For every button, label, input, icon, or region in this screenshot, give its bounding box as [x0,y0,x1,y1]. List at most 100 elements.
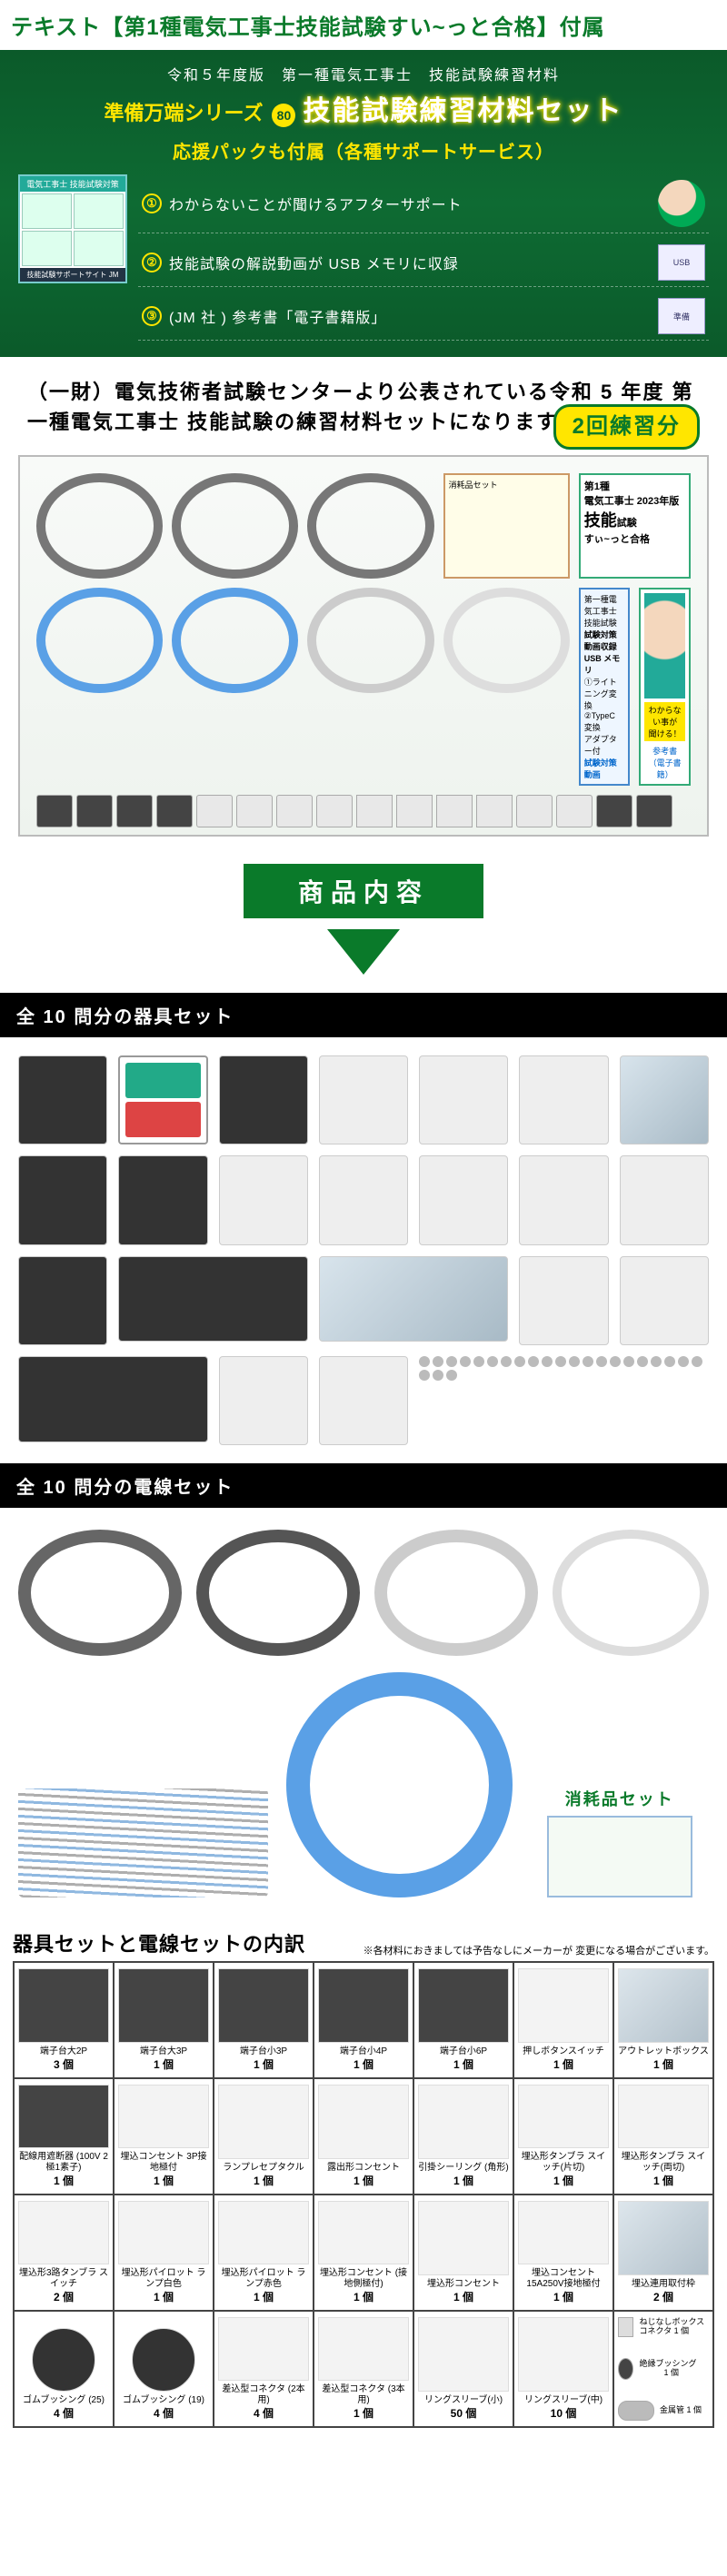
inventory-item-image [218,2201,309,2264]
inventory-item-image [318,1968,409,2043]
inventory-item-qty: 1 個 [54,2173,74,2188]
cable-coil-icon [286,1672,512,1897]
inventory-cell: 配線用遮断器 (100V 2極1素子)1 個 [15,2079,115,2195]
inventory-cell: 埋込形パイロット ランプ赤色1 個 [214,2195,314,2312]
inventory-item-image [32,2328,95,2392]
outlet-icon [219,1356,308,1445]
inventory-cell: 端子台大3P1 個 [115,1963,214,2079]
inventory-item-image [118,2085,209,2148]
inventory-row: 埋込形3路タンブラ スイッチ2 個埋込形パイロット ランプ白色1 個埋込形パイロ… [15,2195,714,2312]
stack-item-icon [618,2317,633,2337]
inventory-item-image [518,2201,609,2264]
inventory-item-image [18,2085,109,2148]
component-icon [620,1155,709,1244]
inventory-item-qty: 1 個 [553,2056,573,2072]
consumables-label: 消耗品セット [565,1787,674,1810]
inventory-item-name: 埋込連用取付枠 [632,2279,695,2290]
arrow-down-icon [327,929,400,975]
inventory-cell: 埋込形パイロット ランプ白色1 個 [115,2195,214,2312]
inventory-item-image [218,2085,309,2159]
inventory-item-image [18,1968,109,2043]
inventory-item-image [132,2328,195,2392]
component-icon [419,1155,508,1244]
cable-coil-icon [443,588,570,693]
inventory-item-name: ランプレセプタクル [223,2163,304,2174]
inventory-section: 器具セットと電線セットの内訳 ※各材料におきましては予告なしにメーカーが 変更に… [0,1919,727,2446]
inventory-item-name: 埋込形パイロット ランプ赤色 [218,2268,309,2289]
inventory-item-qty: 1 個 [354,2405,373,2421]
inventory-item-image [618,2085,709,2148]
cable-coil-icon [172,473,298,579]
terminal-block-icon [118,1256,308,1342]
terminal-block-icon [18,1155,107,1244]
inventory-item-name: 埋込形タンブラ スイッチ(片切) [518,2152,609,2173]
inventory-item-name: 差込型コネクタ (2本用) [218,2384,309,2405]
inventory-item-qty: 50 個 [451,2405,477,2421]
component-icon [519,1256,608,1345]
inventory-item-qty: 1 個 [354,2289,373,2304]
inventory-item-qty: 1 個 [254,2173,274,2188]
inventory-cell: 埋込形3路タンブラ スイッチ2 個 [15,2195,115,2312]
inventory-item-qty: 1 個 [453,2173,473,2188]
parts-row [36,795,691,827]
support-box: 電気工事士 技能試験対策 技能試験サポートサイト JM ① わからないことが聞け… [18,174,709,341]
inventory-item-image [318,2085,409,2159]
inventory-cell: 埋込連用取付枠2 個 [614,2195,714,2312]
section-title: 商品内容 [244,864,483,918]
circle-number-icon: ② [142,253,162,272]
inventory-cell: 埋込形コンセント (接地側極付)1 個 [314,2195,414,2312]
stack-item-icon [618,2401,654,2421]
inventory-item-name: 端子台小6P [440,2046,487,2057]
inventory-cell: 端子台大2P3 個 [15,1963,115,2079]
inventory-item-qty: 4 個 [154,2405,174,2421]
inventory-item-name: リングスリーブ(中) [524,2395,603,2406]
inventory-item-image [518,1968,609,2043]
inventory-item-qty: 1 個 [653,2056,673,2072]
brochure-footer: 技能試験サポートサイト JM [20,268,125,282]
inventory-item-name: リングスリーブ(小) [424,2395,503,2406]
inventory-title: 器具セットと電線セットの内訳 [13,1928,305,1957]
stack-item-text: ねじなしボックス コネクタ 1 個 [639,2318,709,2336]
stack-item: 金属管 1 個 [618,2401,709,2421]
inventory-item-image [618,1968,709,2043]
inventory-item-image [418,1968,509,2043]
support-text: (JM 社 ) 参考書「電子書籍版」 [169,305,386,327]
subsection-bar-tools: 全 10 問分の器具セット [0,993,727,1037]
cable-coil-icon [553,1530,709,1655]
inventory-cell-stacked: ねじなしボックス コネクタ 1 個絶縁ブッシング 1 個金属管 1 個 [614,2312,714,2428]
stack-item-text: 金属管 1 個 [660,2406,702,2415]
inventory-item-qty: 1 個 [354,2173,373,2188]
inventory-cell: アウトレットボックス1 個 [614,1963,714,2079]
inventory-item-image [218,2317,309,2381]
inventory-cell: 端子台小3P1 個 [214,1963,314,2079]
inventory-item-name: 配線用遮断器 (100V 2極1素子) [18,2152,109,2173]
screws-group [419,1356,709,1445]
inventory-cell: ランプレセプタクル1 個 [214,2079,314,2195]
practice-count-badge: 2回練習分 [553,404,700,450]
inventory-item-name: 埋込形タンブラ スイッチ(両切) [618,2152,709,2173]
inventory-item-qty: 1 個 [553,2173,573,2188]
inventory-cell: 差込型コネクタ (3本用)1 個 [314,2312,414,2428]
inventory-item-name: ゴムブッシング (25) [23,2395,105,2406]
inventory-item-name: 端子台小4P [340,2046,387,2057]
inventory-item-image [18,2201,109,2264]
component-icon [219,1155,308,1244]
support-item-3: ③ (JM 社 ) 参考書「電子書籍版」 準備 [138,292,709,341]
cable-coil-icon [36,473,163,579]
outlet-box-icon [620,1055,709,1144]
inventory-item-qty: 1 個 [453,2289,473,2304]
circle-number-icon: ① [142,193,162,213]
inventory-item-name: 端子台小3P [240,2046,287,2057]
inventory-cell: 差込型コネクタ (2本用)4 個 [214,2312,314,2428]
brochure-header: 電気工事士 技能試験対策 [20,176,125,192]
inventory-row: 端子台大2P3 個端子台大3P1 個端子台小3P1 個端子台小4P1 個端子台小… [15,1963,714,2079]
inventory-item-qty: 1 個 [154,2173,174,2188]
cable-coil-icon [307,473,433,579]
inventory-item-name: 端子台大2P [40,2046,87,2057]
cable-coil-icon [172,588,298,693]
consumables-group: 消耗品セット [531,1787,709,1897]
inventory-item-name: 引掛シーリング (角形) [418,2163,508,2174]
inventory-item-qty: 4 個 [254,2405,274,2421]
inventory-item-image [518,2317,609,2392]
inventory-item-name: 埋込コンセント 15A250V接地極付 [518,2268,609,2289]
